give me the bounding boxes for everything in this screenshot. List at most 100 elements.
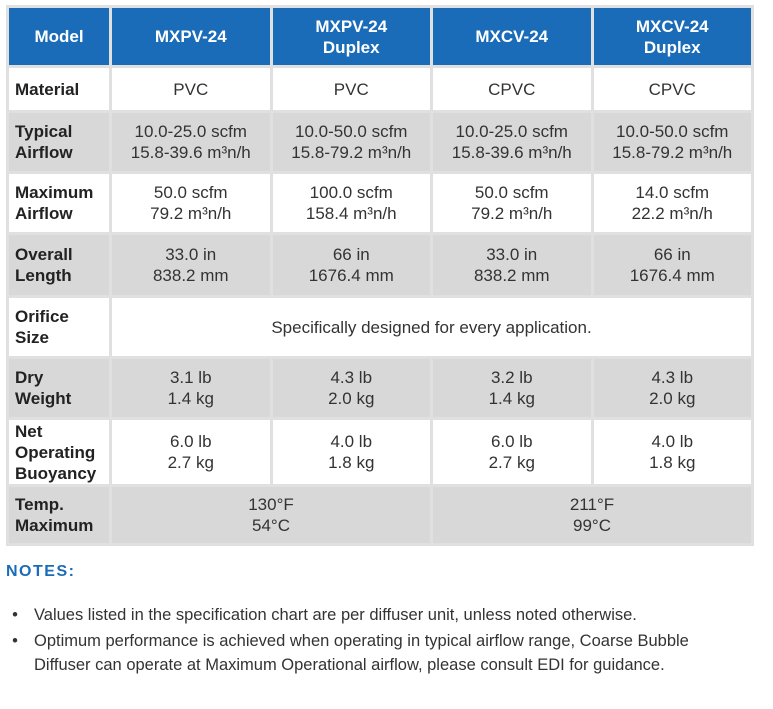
cell-value: 130°F <box>116 494 426 515</box>
cell-value: 838.2 mm <box>116 265 266 286</box>
cell-value: 79.2 m³n/h <box>116 203 266 224</box>
table-cell: PVC <box>273 68 431 110</box>
table-cell: 10.0-25.0 scfm 15.8-39.6 m³n/h <box>112 113 270 171</box>
header-mxpv-24: MXPV-24 <box>112 8 270 65</box>
header-label: MXPV-24 <box>116 26 266 47</box>
cell-value: 1.8 kg <box>598 452 748 473</box>
row-label-text: Dry <box>15 367 105 388</box>
cell-value: 2.0 kg <box>277 388 427 409</box>
note-text: Values listed in the specification chart… <box>34 606 637 624</box>
cell-value: CPVC <box>437 79 587 100</box>
cell-value: 15.8-39.6 m³n/h <box>437 142 587 163</box>
row-label-typical-airflow: Typical Airflow <box>9 113 109 171</box>
table-cell: 6.0 lb 2.7 kg <box>112 420 270 484</box>
row-label-text: Size <box>15 327 105 348</box>
row-label-buoyancy: Net Operating Buoyancy <box>9 420 109 484</box>
table-row-temp-maximum: Temp. Maximum 130°F 54°C 211°F 99°C <box>9 487 751 543</box>
table-cell: PVC <box>112 68 270 110</box>
row-label-maximum-airflow: Maximum Airflow <box>9 174 109 232</box>
cell-value: CPVC <box>598 79 748 100</box>
row-label-text: Maximum <box>15 182 105 203</box>
note-text: Optimum performance is achieved when ope… <box>34 632 689 674</box>
header-mxpv-24-duplex: MXPV-24 Duplex <box>273 8 431 65</box>
cell-value: 50.0 scfm <box>437 182 587 203</box>
bullet-icon: • <box>8 629 22 653</box>
table-cell: 33.0 in 838.2 mm <box>433 235 591 295</box>
cell-value: 15.8-79.2 m³n/h <box>598 142 748 163</box>
header-label-sub: Duplex <box>277 37 427 58</box>
table-header-row: Model MXPV-24 MXPV-24 Duplex MXCV-24 MXC… <box>9 8 751 65</box>
cell-value: 15.8-79.2 m³n/h <box>277 142 427 163</box>
table-row-orifice-size: Orifice Size Specifically designed for e… <box>9 298 751 356</box>
cell-value: 1.4 kg <box>116 388 266 409</box>
header-mxcv-24-duplex: MXCV-24 Duplex <box>594 8 752 65</box>
row-label-text: Net <box>15 421 105 442</box>
row-label-text: Length <box>15 265 105 286</box>
list-item: • Values listed in the specification cha… <box>8 603 748 627</box>
list-item: • Optimum performance is achieved when o… <box>8 629 748 677</box>
table-cell: 10.0-50.0 scfm 15.8-79.2 m³n/h <box>273 113 431 171</box>
cell-value: 1676.4 mm <box>277 265 427 286</box>
table-cell: 10.0-25.0 scfm 15.8-39.6 m³n/h <box>433 113 591 171</box>
header-label: MXCV-24 <box>598 16 748 37</box>
cell-value: 3.1 lb <box>116 367 266 388</box>
row-label-text: Buoyancy <box>15 463 105 484</box>
table-cell: 33.0 in 838.2 mm <box>112 235 270 295</box>
cell-value: 158.4 m³n/h <box>277 203 427 224</box>
table-cell: 66 in 1676.4 mm <box>273 235 431 295</box>
table-row-typical-airflow: Typical Airflow 10.0-25.0 scfm 15.8-39.6 … <box>9 113 751 171</box>
cell-value: 33.0 in <box>437 244 587 265</box>
row-label-text: Airflow <box>15 142 105 163</box>
bullet-icon: • <box>8 603 22 627</box>
table-cell: 4.3 lb 2.0 kg <box>594 359 752 417</box>
cell-value: 4.0 lb <box>277 431 427 452</box>
cell-value: 14.0 scfm <box>598 182 748 203</box>
table-cell-merged-cpvc: 211°F 99°C <box>433 487 751 543</box>
cell-value: 1676.4 mm <box>598 265 748 286</box>
cell-value: 66 in <box>598 244 748 265</box>
notes-heading: NOTES: <box>6 563 75 581</box>
header-model-label: Model <box>13 26 105 47</box>
row-label-text: Overall <box>15 244 105 265</box>
cell-value: 66 in <box>277 244 427 265</box>
cell-value: 838.2 mm <box>437 265 587 286</box>
table-cell-merged-pvc: 130°F 54°C <box>112 487 430 543</box>
table-cell: 50.0 scfm 79.2 m³n/h <box>112 174 270 232</box>
row-label-orifice-size: Orifice Size <box>9 298 109 356</box>
cell-value: 99°C <box>437 515 747 536</box>
row-label-text: Typical <box>15 121 105 142</box>
cell-value: 211°F <box>437 494 747 515</box>
table-cell: CPVC <box>594 68 752 110</box>
header-mxcv-24: MXCV-24 <box>433 8 591 65</box>
table-cell: 3.2 lb 1.4 kg <box>433 359 591 417</box>
cell-value: PVC <box>277 79 427 100</box>
cell-value: 22.2 m³n/h <box>598 203 748 224</box>
cell-value: PVC <box>116 79 266 100</box>
table-cell: 3.1 lb 1.4 kg <box>112 359 270 417</box>
table-cell: 4.0 lb 1.8 kg <box>273 420 431 484</box>
row-label-dry-weight: Dry Weight <box>9 359 109 417</box>
header-label: MXPV-24 <box>277 16 427 37</box>
table-row-maximum-airflow: Maximum Airflow 50.0 scfm 79.2 m³n/h 100.… <box>9 174 751 232</box>
cell-value: 33.0 in <box>116 244 266 265</box>
cell-value: 79.2 m³n/h <box>437 203 587 224</box>
cell-value: 15.8-39.6 m³n/h <box>116 142 266 163</box>
header-model: Model <box>9 8 109 65</box>
cell-value: 6.0 lb <box>116 431 266 452</box>
table-row-material: Material PVC PVC CPVC CPVC <box>9 68 751 110</box>
header-label: MXCV-24 <box>437 26 587 47</box>
cell-value: 3.2 lb <box>437 367 587 388</box>
table-cell: 50.0 scfm 79.2 m³n/h <box>433 174 591 232</box>
table-cell: 6.0 lb 2.7 kg <box>433 420 591 484</box>
row-label-overall-length: Overall Length <box>9 235 109 295</box>
cell-value: 10.0-50.0 scfm <box>277 121 427 142</box>
cell-value: 1.8 kg <box>277 452 427 473</box>
cell-value: 6.0 lb <box>437 431 587 452</box>
row-label-text: Material <box>15 79 105 100</box>
row-label-text: Airflow <box>15 203 105 224</box>
table-row-overall-length: Overall Length 33.0 in 838.2 mm 66 in 1676… <box>9 235 751 295</box>
cell-value: 54°C <box>116 515 426 536</box>
cell-value: 2.7 kg <box>437 452 587 473</box>
specification-table: Model MXPV-24 MXPV-24 Duplex MXCV-24 MXC… <box>6 5 754 546</box>
header-label-sub: Duplex <box>598 37 748 58</box>
